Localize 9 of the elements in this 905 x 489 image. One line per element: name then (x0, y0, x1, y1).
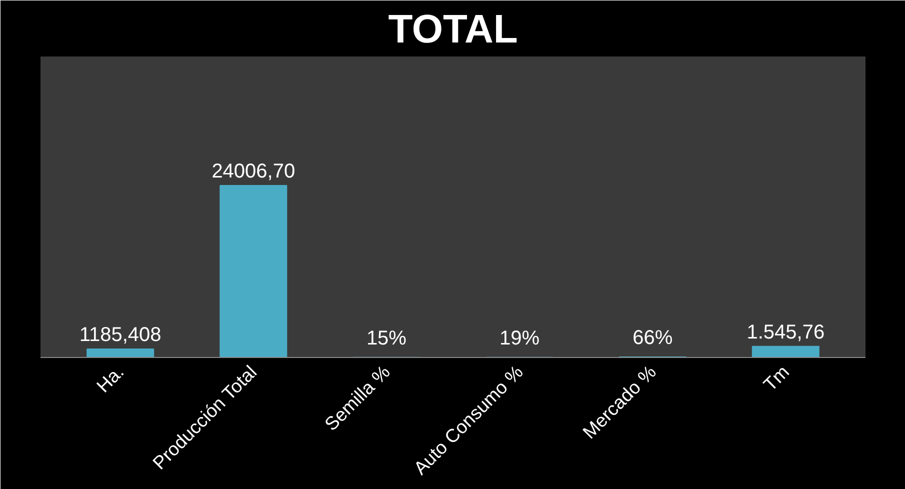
x-tick-label: Ha. (92, 361, 128, 396)
chart-title: TOTAL (388, 8, 518, 52)
data-label: 24006,70 (212, 160, 296, 182)
data-label: 1.545,76 (746, 321, 825, 344)
data-label: 66% (632, 327, 673, 350)
x-tick-label: Tm (759, 361, 794, 395)
data-label: 15% (366, 327, 407, 350)
data-label: 19% (500, 327, 540, 350)
data-label: 1185,408 (79, 324, 162, 346)
